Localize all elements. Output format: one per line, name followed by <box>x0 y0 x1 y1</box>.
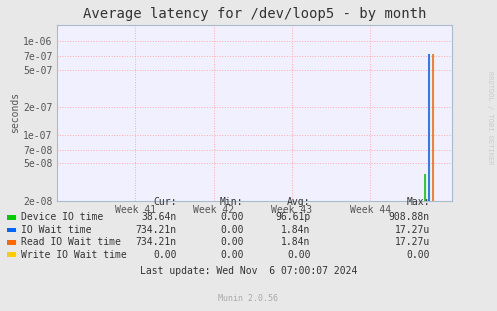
Text: Read IO Wait time: Read IO Wait time <box>21 237 121 247</box>
Text: Last update: Wed Nov  6 07:00:07 2024: Last update: Wed Nov 6 07:00:07 2024 <box>140 266 357 276</box>
Text: 0.00: 0.00 <box>220 212 244 222</box>
Text: Write IO Wait time: Write IO Wait time <box>21 250 127 260</box>
Text: Device IO time: Device IO time <box>21 212 103 222</box>
Text: 1.84n: 1.84n <box>281 237 311 247</box>
Text: 0.00: 0.00 <box>407 250 430 260</box>
Text: 908.88n: 908.88n <box>389 212 430 222</box>
Text: 38.64n: 38.64n <box>141 212 176 222</box>
Text: 0.00: 0.00 <box>220 250 244 260</box>
Y-axis label: seconds: seconds <box>10 92 20 133</box>
Text: Min:: Min: <box>220 197 244 207</box>
Text: 17.27u: 17.27u <box>395 225 430 235</box>
Text: 96.61p: 96.61p <box>275 212 311 222</box>
Text: 734.21n: 734.21n <box>135 237 176 247</box>
Title: Average latency for /dev/loop5 - by month: Average latency for /dev/loop5 - by mont… <box>83 7 426 21</box>
Text: IO Wait time: IO Wait time <box>21 225 91 235</box>
Text: 0.00: 0.00 <box>287 250 311 260</box>
Text: Avg:: Avg: <box>287 197 311 207</box>
Text: Munin 2.0.56: Munin 2.0.56 <box>219 294 278 303</box>
Text: 734.21n: 734.21n <box>135 225 176 235</box>
Text: RRDTOOL / TOBI OETIKER: RRDTOOL / TOBI OETIKER <box>487 72 493 165</box>
Text: Max:: Max: <box>407 197 430 207</box>
Text: Cur:: Cur: <box>153 197 176 207</box>
Text: 0.00: 0.00 <box>220 237 244 247</box>
Text: 0.00: 0.00 <box>153 250 176 260</box>
Text: 0.00: 0.00 <box>220 225 244 235</box>
Text: 17.27u: 17.27u <box>395 237 430 247</box>
Text: 1.84n: 1.84n <box>281 225 311 235</box>
